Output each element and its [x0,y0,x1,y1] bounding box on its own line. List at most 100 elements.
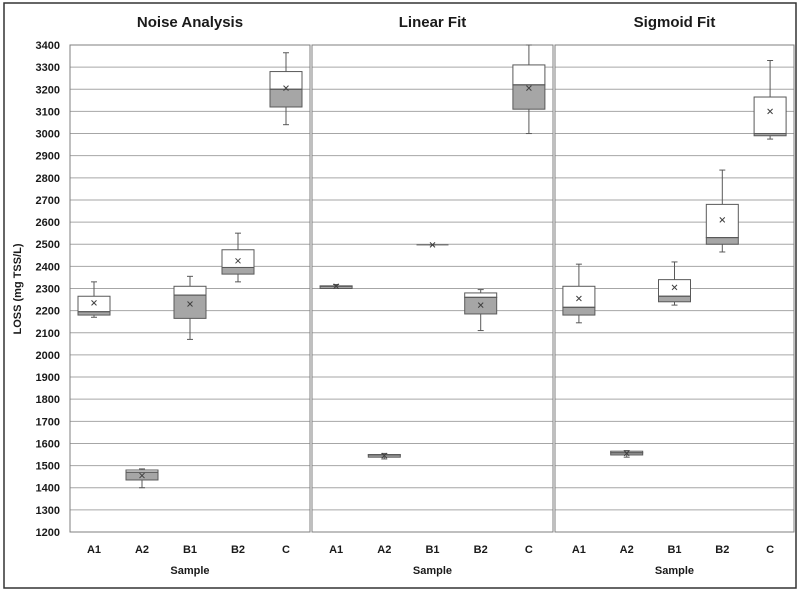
box-b1: B1 [173,275,207,556]
mean-marker [429,242,436,248]
box-b1: B1 [658,261,691,556]
x-tick-label: B1 [425,544,439,556]
mean-marker [526,85,532,92]
upper-box [269,71,303,90]
y-tick-label: 3400 [36,40,60,52]
chart-panels: Noise Analysis Sample A1 A2 B1 B2 C Linear Fit S… [69,14,795,577]
y-tick-label: 2300 [36,284,60,296]
mean-marker [767,108,773,115]
mean-marker [381,452,388,459]
y-tick-label: 2100 [36,328,60,340]
y-axis-label: LOSS (mg TSS/L) [12,243,24,334]
box-c: C [269,52,303,556]
lower-box [705,237,739,245]
y-tick-label: 2700 [36,195,60,207]
y-tick-label: 3100 [36,106,60,118]
mean-marker [139,472,145,479]
box-a1: A1 [77,281,111,556]
y-tick-label: 2900 [36,151,60,163]
box-c: C [512,44,546,556]
mean-marker [235,257,241,264]
box-a2: A2 [610,450,644,556]
box-a1: A1 [319,283,353,556]
y-tick-label: 2400 [36,261,60,273]
lower-box [269,88,303,108]
plot-area-border [554,44,795,533]
x-tick-label: A2 [135,544,149,556]
upper-box [705,203,739,239]
x-tick-label: B2 [715,544,729,556]
mean-marker [623,450,630,457]
y-tick-label: 1500 [36,461,60,473]
y-tick-label: 2000 [36,350,60,362]
panel-1: Noise Analysis Sample A1 A2 B1 B2 C [69,14,311,577]
upper-box [464,292,498,298]
mean-marker [91,300,97,306]
x-tick-label: A1 [329,544,343,556]
x-tick-label: B1 [667,544,681,556]
upper-box [221,249,255,268]
box-c: C [753,59,787,556]
lower-box [221,266,255,275]
y-tick-label: 1600 [36,438,60,450]
mean-marker [283,85,289,92]
y-tick-label: 1200 [36,527,60,539]
x-tick-label: C [766,544,774,556]
upper-box [562,285,596,308]
mean-marker [576,295,582,302]
panel-2: Linear Fit Sample A1 A2 B1 B2 C [311,14,554,577]
y-tick-label: 2200 [36,306,60,318]
plot-area-border [69,44,311,533]
y-tick-label: 2800 [36,173,60,185]
x-tick-label: B2 [231,544,245,556]
x-tick-label: A1 [87,544,101,556]
x-tick-label: B1 [183,544,197,556]
mean-marker [719,217,726,223]
x-tick-label: C [282,544,290,556]
x-axis-label: Sample [170,565,209,577]
y-tick-label: 3200 [36,84,60,96]
upper-box [753,96,787,135]
box-b2: B2 [221,232,255,556]
mean-marker [477,302,484,308]
y-tick-label: 1900 [36,372,60,384]
mean-marker [333,283,339,290]
x-tick-label: B2 [474,544,488,556]
mean-marker [187,301,193,307]
box-b1: B1 [416,242,449,556]
x-axis-label: Sample [413,565,452,577]
y-tick-label: 2500 [36,239,60,251]
upper-box [512,64,546,86]
box-b2: B2 [705,169,739,556]
box-a2: A2 [125,468,159,556]
panel-title: Sigmoid Fit [634,14,716,31]
lower-box [658,295,691,303]
upper-box [77,295,111,313]
lower-box [562,306,596,316]
x-tick-label: A2 [620,544,634,556]
lower-box [512,84,546,110]
x-axis-label: Sample [655,565,694,577]
panel-title: Linear Fit [399,14,467,31]
y-tick-label: 2600 [36,217,60,229]
y-tick-label: 3000 [36,129,60,141]
upper-box [173,285,207,296]
y-tick-label: 1400 [36,483,60,495]
y-tick-label: 1800 [36,394,60,406]
panel-title: Noise Analysis [137,14,243,31]
y-tick-label: 1700 [36,416,60,428]
y-tick-labels: 1200 1300 1400 1500 1600 1700 1800 1900 2000 2100… [36,40,60,539]
x-tick-label: A2 [377,544,391,556]
lower-box [173,294,207,319]
y-tick-label: 1300 [36,505,60,517]
x-tick-label: C [525,544,533,556]
panel-3: Sigmoid Fit Sample A1 A2 B1 B2 C [554,14,795,577]
x-tick-label: A1 [572,544,586,556]
y-tick-label: 3300 [36,62,60,74]
plot-area-border [311,44,554,533]
box-a1: A1 [562,263,596,556]
box-a2: A2 [367,452,401,556]
box-b2: B2 [464,289,498,556]
mean-marker [671,284,678,291]
